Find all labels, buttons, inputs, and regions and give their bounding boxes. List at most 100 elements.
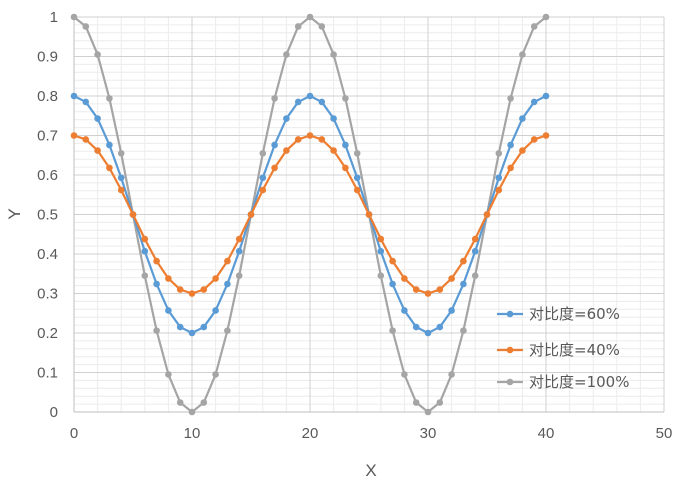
data-point [412,399,420,406]
data-point [542,92,550,100]
data-point [283,147,290,154]
x-tick-label: 40 [538,425,555,442]
data-point [200,399,208,406]
data-point [259,186,267,194]
legend-swatch-marker [506,378,514,386]
data-point [353,186,361,194]
data-point [530,98,538,106]
data-point [224,327,231,334]
y-tick-labels: 0 0.1 0.2 0.3 0.4 0.5 0.6 0.7 0.8 0.9 1 [37,9,58,421]
data-point [389,280,396,288]
data-point [342,95,349,102]
data-point [294,136,302,143]
data-point [330,147,337,154]
y-tick-label: 0.2 [37,325,58,342]
data-point [235,272,243,280]
data-point [412,286,420,293]
data-point [141,247,149,255]
data-point [318,98,326,106]
data-point [401,371,408,378]
data-point [82,136,90,143]
data-point [460,327,467,334]
data-point [106,95,113,102]
series-2 [70,132,550,297]
y-tick-label: 0.9 [37,49,58,66]
data-point [165,275,172,282]
data-point [412,323,420,331]
data-point [176,286,184,293]
data-point [212,307,219,314]
y-tick-label: 0.7 [37,128,58,145]
data-point [165,307,172,314]
data-point [306,92,314,100]
legend-item-1: 对比度=60% [497,305,620,323]
data-point [318,23,326,30]
data-point [377,235,385,243]
series-1 [70,92,550,337]
data-point [353,149,361,157]
data-point [542,132,550,139]
legend-label: 对比度=40% [529,341,620,359]
data-point [82,23,90,30]
data-point [247,211,255,218]
data-point [165,371,172,378]
data-point [106,141,113,149]
x-tick-label: 20 [302,425,319,442]
data-point [141,235,149,243]
data-point [542,13,550,21]
data-point [153,280,160,288]
legend-label: 对比度=100% [529,373,629,391]
data-point [212,275,219,282]
data-point [495,149,503,157]
data-point [507,95,514,102]
data-point [70,13,78,21]
data-point [530,136,538,143]
data-point [235,235,243,243]
data-point [176,399,184,406]
data-point [224,257,231,265]
data-point [94,51,101,58]
legend-swatch-marker [506,346,514,354]
data-point [424,290,432,297]
data-point [306,132,314,139]
y-tick-label: 0.3 [37,286,58,303]
data-point [70,92,78,100]
data-point [471,247,479,255]
data-point [530,23,538,30]
y-tick-label: 0.8 [37,88,58,105]
data-point [294,98,302,106]
y-tick-label: 0.6 [37,167,58,184]
data-point [377,247,385,255]
data-point [365,211,373,218]
data-point [117,186,125,194]
data-point [436,286,444,293]
data-point [495,186,503,194]
data-point [401,307,408,314]
legend-item-2: 对比度=40% [497,341,620,359]
data-point [271,95,278,102]
data-point [460,257,467,265]
y-tick-label: 0.1 [37,365,58,382]
y-tick-label: 0.4 [37,246,58,263]
data-point [460,280,467,288]
data-point [283,115,290,122]
data-point [200,286,208,293]
data-point [424,408,432,416]
y-tick-label: 1 [50,9,58,26]
data-point [342,164,349,172]
x-tick-labels: 0 10 20 30 40 50 [70,425,673,442]
data-point [471,272,479,280]
data-point [129,211,137,218]
x-tick-label: 10 [184,425,201,442]
data-point [188,408,196,416]
data-point [259,149,267,157]
data-point [377,272,385,280]
data-point [507,141,514,149]
data-point [436,399,444,406]
data-point [519,51,526,58]
data-point [353,174,361,182]
data-point [117,149,125,157]
series-layer [70,13,550,416]
axes [73,17,664,413]
